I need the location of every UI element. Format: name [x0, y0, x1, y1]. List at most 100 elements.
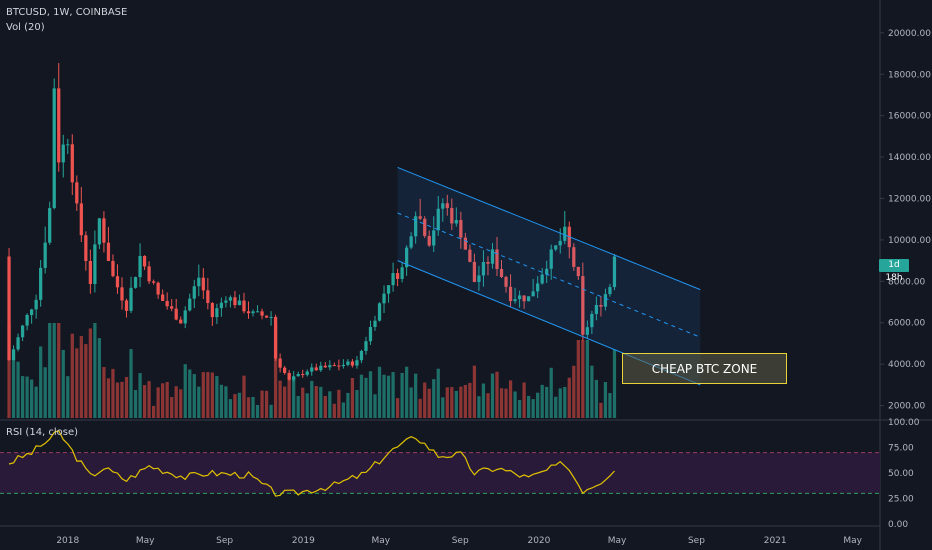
volume-bar [319, 386, 323, 418]
volume-bar [251, 396, 255, 418]
volume-bar [531, 399, 535, 418]
volume-bar [120, 381, 124, 418]
volume-bar [594, 379, 599, 418]
volume-bar [436, 368, 440, 418]
candle-body [70, 144, 74, 183]
time-axis[interactable]: 2018 May Sep 2019 May Sep 2020 May Sep 2021 May [56, 536, 862, 546]
rsi-tick-label: 0.00 [888, 520, 908, 530]
candle-body [88, 260, 92, 284]
candle-body [554, 245, 558, 250]
volume-bar [287, 373, 291, 418]
candle-body [79, 203, 83, 236]
candle-body [170, 306, 174, 309]
time-tick-label: 2019 [292, 536, 315, 546]
candle-body [418, 216, 422, 219]
volume-bar [585, 340, 589, 418]
candle-body [373, 320, 377, 327]
candle-body [48, 208, 52, 243]
cheap-btc-zone-annotation[interactable]: CHEAP BTC ZONE [622, 353, 787, 384]
volume-bar [39, 346, 43, 418]
candle-body [237, 300, 242, 306]
volume-bar [115, 382, 120, 418]
candle-body [93, 244, 97, 284]
volume-bar [418, 398, 422, 418]
candle-body [319, 365, 323, 371]
candle-body [246, 311, 251, 314]
time-tick-label: Sep [216, 536, 233, 546]
time-tick-label: May [136, 536, 155, 546]
volume-bar [468, 382, 472, 418]
volume-bar [405, 366, 409, 418]
candle-body [432, 230, 436, 246]
volume-bar [183, 364, 187, 418]
volume-bar [66, 376, 70, 418]
price-tick-label: 4000.00 [888, 360, 925, 370]
candle-body [11, 349, 16, 361]
volume-bar [16, 361, 20, 418]
volume-bar [219, 384, 224, 418]
volume-bar [75, 348, 79, 418]
volume-bar [572, 365, 576, 418]
candle-body [409, 236, 413, 248]
candle-body [599, 304, 603, 307]
volume-bar [93, 323, 97, 418]
volume-bar [423, 382, 427, 418]
candle-body [328, 365, 332, 368]
volume-bar [242, 375, 246, 418]
candle-body [563, 226, 567, 241]
candle-body [549, 249, 553, 269]
channel-upper-line[interactable] [397, 166, 701, 291]
volume-bars [7, 323, 617, 418]
volume-bar [499, 388, 504, 418]
volume-bar [463, 384, 467, 418]
price-axis[interactable]: 20000.00 18000.00 16000.00 14000.00 12000.00… [880, 29, 931, 530]
volume-bar [278, 380, 282, 418]
rsi-tick-label: 25.00 [888, 495, 914, 505]
rsi-band [0, 452, 880, 494]
volume-bar [147, 381, 151, 418]
volume-bar [25, 376, 29, 418]
candle-body [513, 299, 517, 302]
candle-body [142, 255, 147, 267]
candle-body [25, 314, 29, 326]
volume-bar [305, 393, 309, 418]
price-tick-label: 20000.00 [888, 29, 931, 39]
volume-bar [79, 336, 83, 418]
candle-body [463, 237, 467, 250]
volume-bar [314, 386, 318, 418]
volume-bar [567, 377, 571, 418]
candle-body [323, 365, 327, 368]
candle-body [251, 311, 255, 314]
volume-bar [504, 388, 508, 418]
volume-bar [283, 386, 287, 418]
candle-body [260, 311, 264, 316]
candle-body [545, 268, 549, 275]
volume-bar [599, 402, 603, 418]
volume-bar [377, 366, 382, 418]
candle-body [301, 374, 305, 376]
volume-bar [472, 365, 477, 418]
regression-channel[interactable] [397, 166, 701, 386]
candle-body [332, 365, 336, 367]
volume-bar [201, 372, 205, 418]
volume-bar [603, 381, 608, 418]
time-tick-label: Sep [452, 536, 469, 546]
candle-body [174, 308, 178, 320]
volume-bar [129, 349, 133, 418]
candle-body [504, 276, 508, 287]
candle-body [395, 273, 400, 279]
candle-body [296, 374, 300, 377]
candle-body [197, 277, 201, 287]
candle-body [450, 207, 454, 224]
volume-bar [111, 368, 115, 418]
rsi-tick-label: 75.00 [888, 444, 914, 454]
volume-bar [395, 398, 400, 418]
volume-bar [264, 390, 269, 418]
channel-median-line[interactable] [397, 212, 701, 338]
candle-body [526, 296, 531, 302]
candle-body [124, 300, 129, 311]
candle-body [495, 249, 499, 269]
volume-bar [179, 389, 183, 418]
candlestick-series [7, 63, 617, 382]
